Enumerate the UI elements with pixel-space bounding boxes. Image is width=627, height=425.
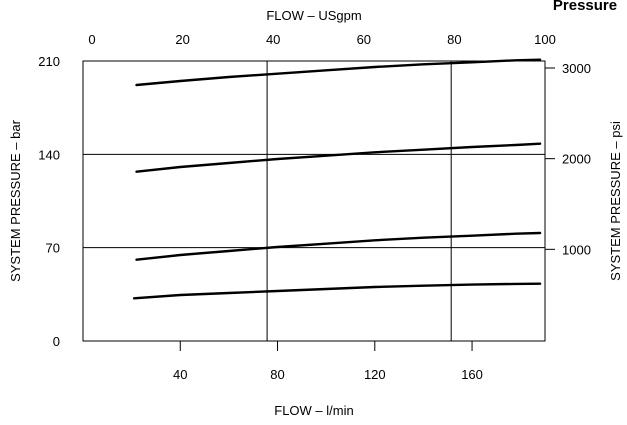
series-line xyxy=(135,58,542,87)
y2-tick-label: 1000 xyxy=(562,242,591,257)
left-axis-title: SYSTEM PRESSURE – bar xyxy=(8,119,23,281)
x2-tick-label: 80 xyxy=(447,32,461,47)
y2-tick-label: 3000 xyxy=(562,61,591,76)
y-tick-label: 0 xyxy=(53,334,60,349)
x2-tick-label: 100 xyxy=(534,32,556,47)
y2-tick-label: 2000 xyxy=(562,152,591,167)
x-tick-label: 40 xyxy=(173,367,187,382)
x-tick-label: 80 xyxy=(270,367,284,382)
grid-lines xyxy=(83,61,545,341)
axis-ticks xyxy=(179,67,555,351)
x-tick-label: 120 xyxy=(364,367,386,382)
y-tick-label: 140 xyxy=(38,147,60,162)
series-group xyxy=(132,58,542,300)
top-axis-title: FLOW – USgpm xyxy=(266,8,361,23)
chart-title: Pressure xyxy=(553,0,617,14)
series-line xyxy=(132,282,542,300)
y-tick-label: 70 xyxy=(46,241,60,256)
bottom-axis-title: FLOW – l/min xyxy=(274,403,353,418)
right-axis-title: SYSTEM PRESSURE – psi xyxy=(608,121,623,281)
x-tick-label: 160 xyxy=(461,367,483,382)
plot-frame xyxy=(82,60,546,342)
y-tick-label: 210 xyxy=(38,54,60,69)
x2-tick-label: 60 xyxy=(357,32,371,47)
series-line xyxy=(135,142,542,173)
x2-tick-label: 0 xyxy=(88,32,95,47)
x2-tick-label: 40 xyxy=(266,32,280,47)
series-line xyxy=(135,231,542,261)
x2-tick-label: 20 xyxy=(175,32,189,47)
